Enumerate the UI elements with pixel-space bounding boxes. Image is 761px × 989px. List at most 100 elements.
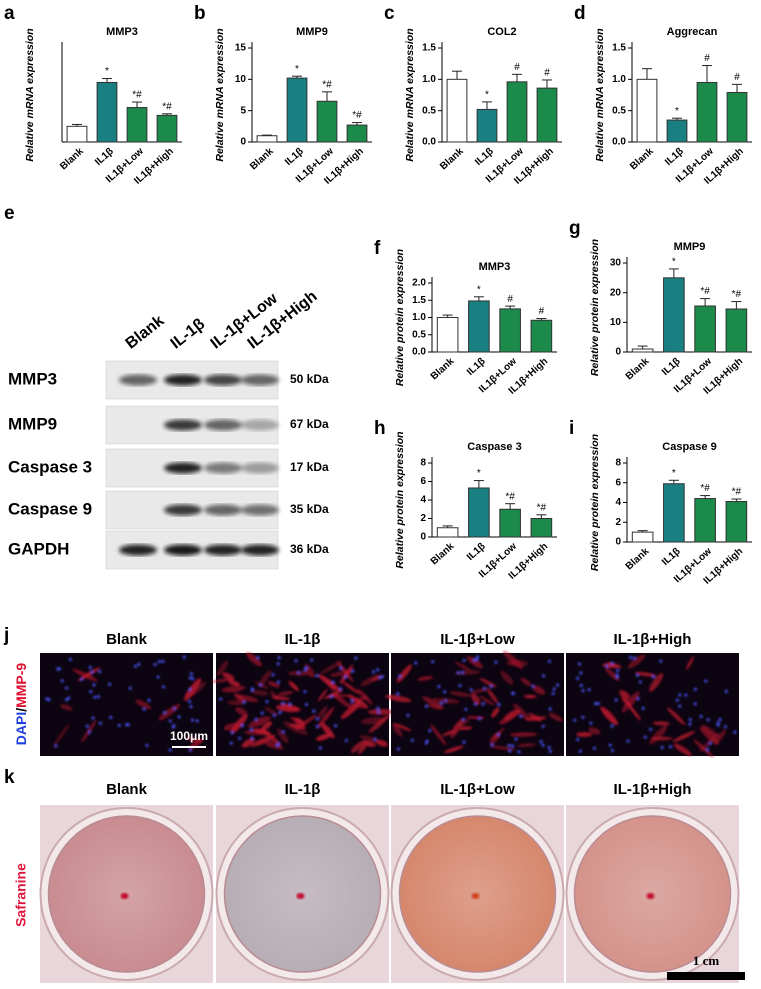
y-tick-label: 2.0: [412, 278, 426, 289]
mmp9-signal: [479, 695, 495, 706]
mmp9-signal: [600, 706, 619, 726]
lane-label: IL-1β: [168, 315, 209, 352]
mmp9-signal: [417, 675, 434, 681]
mmp9-signal: [576, 731, 593, 738]
nucleus: [168, 719, 172, 723]
nucleus: [56, 667, 60, 671]
mmp9-signal: [685, 656, 695, 670]
mmp9-signal: [318, 674, 340, 691]
nucleus: [161, 659, 165, 664]
nucleus: [90, 670, 94, 674]
mmp9-signal: [454, 661, 472, 672]
nucleus: [339, 687, 343, 691]
significance-mark: *#: [732, 289, 742, 300]
blot-band: [204, 504, 242, 516]
panel-letter: h: [374, 418, 386, 439]
mmp9-signal: [264, 706, 279, 716]
nucleus: [496, 733, 501, 737]
significance-mark: *: [672, 257, 676, 268]
nucleus: [608, 743, 612, 747]
bar: [694, 498, 716, 543]
nucleus: [556, 683, 560, 687]
mmp9-signal: [449, 691, 471, 697]
nucleus: [312, 709, 316, 713]
bar: [725, 308, 748, 353]
nucleus: [195, 719, 199, 723]
y-axis-label: Relative mRNA expression: [24, 28, 36, 161]
significance-mark: *#: [322, 80, 332, 91]
mmp9-signal: [361, 717, 386, 725]
mmp9-signal: [693, 739, 714, 758]
nucleus: [508, 749, 512, 753]
mmp9-signal: [621, 691, 640, 713]
mmp9-signal: [246, 652, 262, 667]
nucleus: [92, 683, 96, 687]
nucleus: [177, 715, 181, 719]
bar: [499, 508, 521, 538]
nucleus: [240, 724, 245, 728]
nucleus: [693, 687, 697, 691]
nucleus: [706, 718, 710, 722]
nucleus: [579, 683, 583, 688]
nucleus: [93, 695, 97, 699]
stain-label-part: DAPI: [13, 712, 29, 745]
y-axis-label: Relative protein expression: [589, 239, 601, 376]
y-tick-label: 10: [235, 74, 247, 85]
y-tick-label: 8: [420, 458, 426, 469]
panel-letter: a: [4, 3, 15, 24]
nucleus: [425, 739, 429, 743]
nucleus: [278, 710, 282, 715]
nucleus: [91, 716, 95, 720]
significance-mark: *#: [537, 502, 547, 513]
nucleus: [276, 662, 280, 666]
nucleus: [443, 690, 447, 694]
blot-band: [241, 504, 279, 516]
mmp9-signal: [520, 677, 532, 687]
mmp9-signal: [216, 660, 229, 677]
nucleus: [596, 701, 600, 706]
blot-band: [204, 462, 242, 474]
mmp9-signal: [60, 704, 73, 711]
nucleus: [659, 659, 663, 663]
nucleus: [260, 711, 264, 715]
nucleus: [188, 676, 192, 680]
mmp9-signal: [604, 667, 620, 682]
mmp9-signal: [189, 681, 206, 698]
nucleus: [376, 706, 380, 710]
nucleus: [548, 749, 552, 753]
bar: [66, 125, 88, 143]
blot-band: [241, 544, 279, 556]
nucleus: [587, 687, 591, 692]
mmp9-signal: [467, 656, 483, 669]
nucleus: [98, 670, 102, 674]
nucleus: [716, 721, 720, 725]
nucleus: [592, 746, 597, 750]
nucleus: [219, 697, 223, 701]
panel-letter: j: [3, 625, 9, 646]
y-tick-label: 1.0: [412, 312, 426, 323]
nucleus: [551, 691, 555, 696]
mmp9-signal: [699, 726, 719, 745]
nucleus: [610, 748, 615, 753]
panel-letter: b: [194, 3, 206, 24]
nucleus: [614, 698, 618, 702]
nucleus: [579, 671, 583, 675]
nucleus: [96, 695, 101, 699]
nucleus: [410, 738, 414, 742]
nucleus: [60, 679, 64, 683]
y-axis-label: Relative protein expression: [589, 434, 601, 571]
mmp9-signal: [135, 699, 152, 710]
nucleus: [304, 702, 309, 707]
nucleus: [142, 707, 146, 711]
nucleus: [117, 723, 121, 727]
mmp9-signal: [500, 670, 514, 685]
stain-label-part: MMP-9: [13, 663, 29, 708]
significance-mark: *#: [505, 491, 515, 502]
y-tick-label: 0: [240, 137, 246, 148]
nucleus: [605, 664, 609, 668]
nucleus: [68, 657, 72, 662]
mmp9-signal: [701, 724, 720, 738]
mmp9-signal: [340, 700, 362, 720]
x-tick-label: IL1β: [465, 541, 488, 563]
mmp9-signal: [487, 689, 498, 704]
